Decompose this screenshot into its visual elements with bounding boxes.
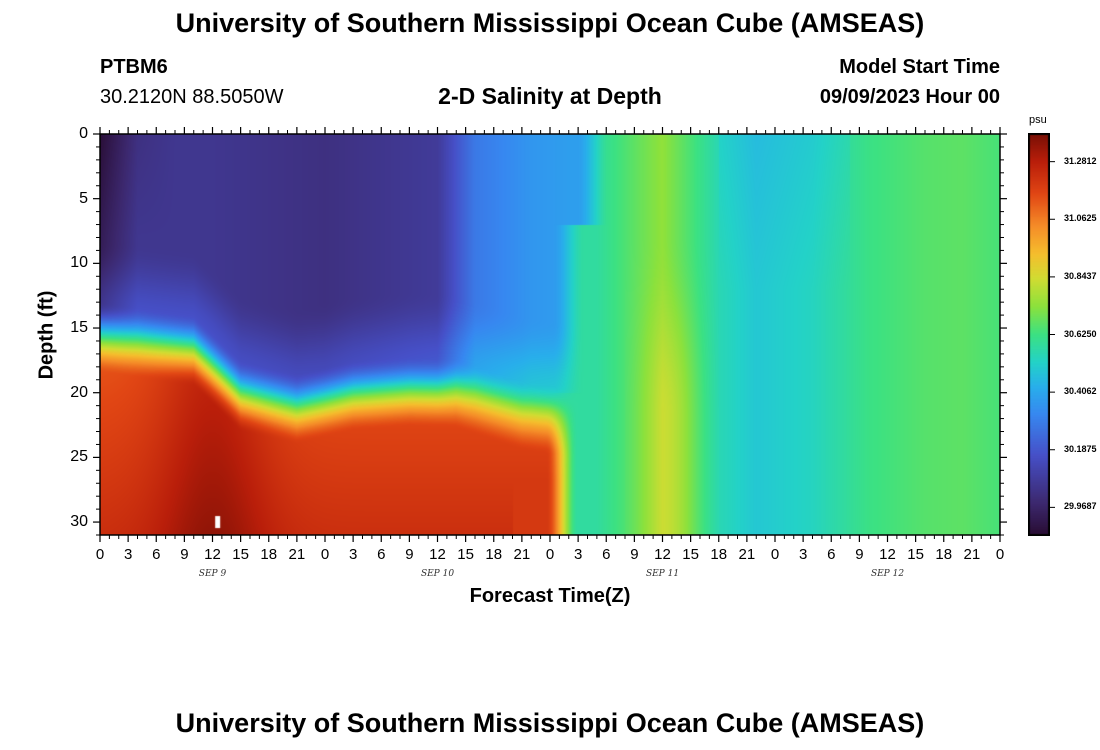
x-tick-label: 0	[770, 546, 780, 563]
x-tick-label: 0	[545, 546, 555, 563]
colorbar-unit: psu	[1029, 114, 1047, 126]
x-tick-label: 15	[907, 546, 924, 563]
station-id: PTBM6	[100, 56, 168, 78]
x-tick-label: 3	[123, 546, 133, 563]
x-tick-label: 3	[348, 546, 358, 563]
chart-title: 2-D Salinity at Depth	[438, 83, 662, 109]
x-tick-label: 3	[573, 546, 583, 563]
colorbar-tick-label: 30.6250	[1064, 328, 1097, 339]
x-tick-label: 6	[152, 546, 161, 563]
model-start-value: 09/09/2023 Hour 00	[819, 86, 1000, 108]
x-axis-label: Forecast Time(Z)	[469, 585, 631, 607]
x-tick-label: 0	[320, 546, 330, 563]
y-tick-label: 10	[70, 254, 88, 272]
y-tick-label: 5	[79, 189, 88, 207]
x-tick-label: 18	[260, 546, 278, 563]
x-tick-label: 9	[630, 546, 639, 563]
y-tick-label: 30	[70, 513, 88, 531]
y-tick-label: 25	[70, 448, 88, 466]
y-tick-label: 0	[79, 125, 88, 142]
plot-frame	[99, 133, 1001, 536]
page-title: University of Southern Mississippi Ocean…	[175, 8, 925, 38]
x-tick-label: 15	[232, 546, 249, 563]
x-tick-label: 12	[429, 546, 446, 563]
x-tick-label: 0	[95, 546, 105, 563]
colorbar-tick-label: 31.2812	[1064, 155, 1097, 166]
x-tick-label: 12	[879, 546, 896, 563]
x-tick-label: 9	[405, 546, 414, 563]
day-label: SEP 12	[870, 569, 905, 579]
x-tick-label: 6	[377, 546, 386, 563]
x-tick-label: 21	[288, 546, 306, 563]
colorbar-tick-label: 31.0625	[1064, 213, 1097, 224]
x-tick-label: 18	[710, 546, 728, 563]
colorbar-tick-label: 29.9687	[1064, 501, 1097, 512]
day-label: SEP 10	[420, 569, 455, 579]
y-tick-label: 15	[70, 319, 88, 337]
x-tick-label: 12	[204, 546, 221, 563]
colorbar	[1028, 133, 1050, 536]
x-tick-label: 3	[798, 546, 808, 563]
footer-title: University of Southern Mississippi Ocean…	[175, 708, 925, 738]
x-tick-label: 6	[602, 546, 611, 563]
x-tick-label: 12	[654, 546, 671, 563]
day-label: SEP 11	[645, 569, 680, 579]
x-tick-label: 18	[935, 546, 953, 563]
x-tick-label: 15	[682, 546, 699, 563]
x-tick-label: 21	[738, 546, 756, 563]
x-tick-label: 6	[827, 546, 836, 563]
colorbar-tick-label: 30.4062	[1064, 386, 1097, 397]
x-tick-label: 18	[485, 546, 503, 563]
x-tick-label: 21	[963, 546, 981, 563]
salinity-heatmap	[100, 134, 1000, 535]
model-start-label: Model Start Time	[839, 56, 1000, 78]
colorbar-tick-label: 30.1875	[1064, 443, 1097, 454]
x-tick-label: 9	[855, 546, 864, 563]
day-label: SEP 9	[198, 569, 227, 579]
x-tick-label: 9	[180, 546, 189, 563]
x-tick-label: 21	[513, 546, 531, 563]
x-tick-label: 0	[995, 546, 1005, 563]
y-tick-label: 20	[70, 383, 88, 401]
x-tick-label: 15	[457, 546, 474, 563]
colorbar-tick-label: 30.8437	[1064, 270, 1097, 281]
station-coords: 30.2120N 88.5050W	[100, 86, 284, 108]
